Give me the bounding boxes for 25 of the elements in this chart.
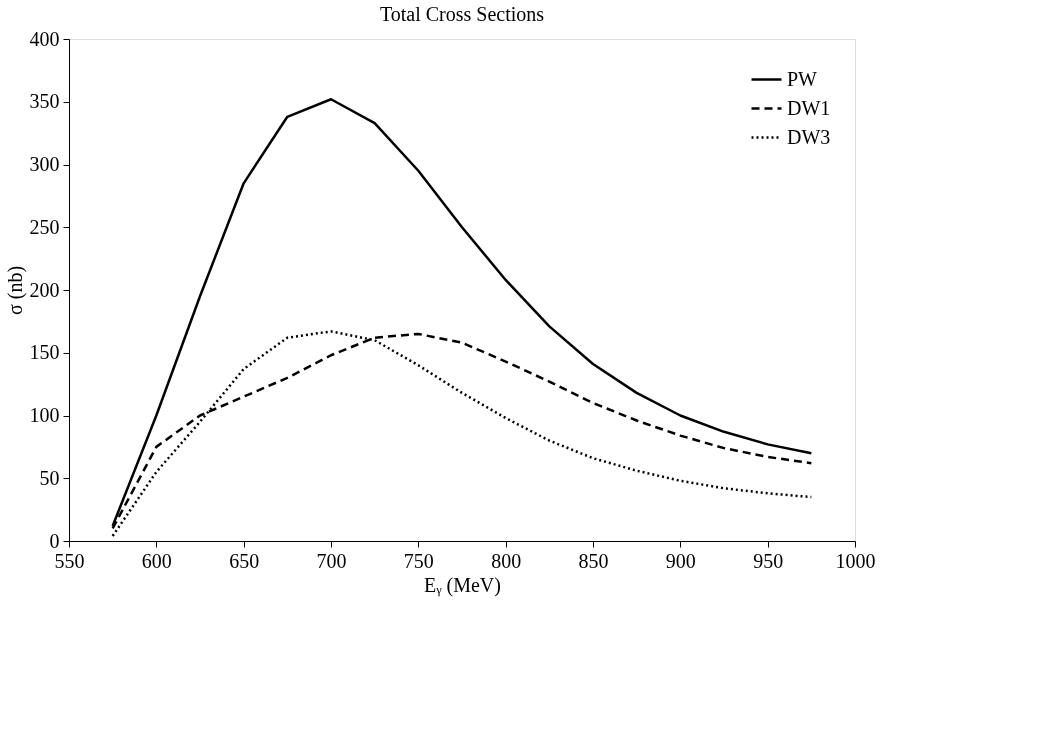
x-tick-label: 550	[54, 549, 85, 572]
y-tick-label: 100	[29, 404, 60, 426]
x-tick-label: 900	[665, 549, 696, 572]
x-tick-label: 650	[229, 549, 260, 572]
x-tick-label: 1000	[835, 549, 876, 572]
y-tick-label: 300	[29, 153, 60, 175]
y-tick-label: 0	[49, 529, 60, 552]
y-tick-label: 250	[29, 215, 60, 238]
x-tick-label: 700	[316, 549, 347, 572]
x-tick-label: 750	[403, 549, 434, 572]
legend-label: DW3	[787, 125, 831, 148]
legend-label: PW	[787, 67, 818, 90]
y-tick-label: 150	[29, 341, 60, 364]
x-tick-label: 850	[578, 549, 609, 572]
legend-label: DW1	[787, 96, 831, 119]
x-tick-label: 800	[491, 549, 522, 572]
y-tick-label: 200	[29, 278, 60, 301]
y-tick-label: 50	[39, 466, 60, 489]
y-tick-label: 400	[29, 27, 60, 50]
y-axis-title: σ (nb)	[3, 265, 27, 316]
x-axis-title: Eᵧ (MeV)	[424, 573, 501, 597]
x-tick-label: 600	[141, 549, 172, 572]
chart-title: Total Cross Sections	[379, 3, 545, 25]
x-tick-label: 950	[753, 549, 784, 572]
y-tick-label: 350	[29, 90, 60, 113]
